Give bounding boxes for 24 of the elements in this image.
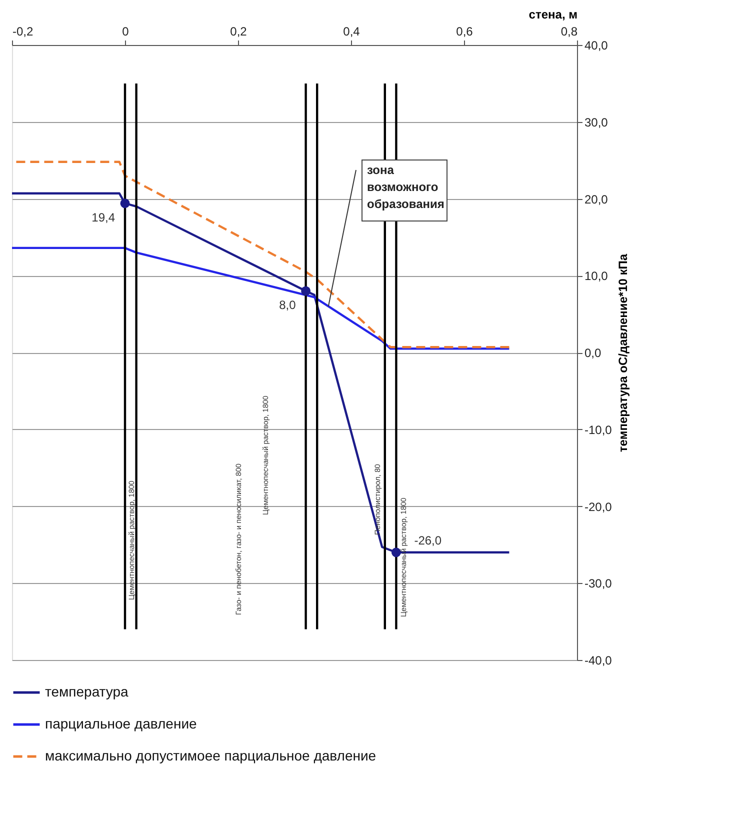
x-axis-title: стена, м bbox=[528, 8, 578, 22]
y-tick-label: 20,0 bbox=[584, 192, 608, 206]
y-tick-label: 30,0 bbox=[584, 115, 608, 130]
x-tick-label: 0 bbox=[122, 24, 130, 38]
data-label: 8,0 bbox=[279, 298, 296, 312]
y-axis-title: температура оС/давление*10 кПа bbox=[616, 254, 630, 452]
legend-label: температура bbox=[45, 684, 128, 700]
y-tick-label: -30,0 bbox=[584, 576, 612, 591]
legend-label: максимально допустимоее парциальное давление bbox=[45, 748, 376, 764]
y-tick-label: 10,0 bbox=[584, 269, 608, 284]
y-tick-label: 40,0 bbox=[584, 38, 608, 52]
y-tick-label: 0,0 bbox=[584, 346, 602, 360]
data-label: 19,4 bbox=[92, 210, 116, 224]
x-tick-label: 0,6 bbox=[456, 24, 474, 38]
y-tick-label: -10,0 bbox=[584, 422, 612, 437]
annotation: зона возможного образования bbox=[367, 163, 444, 211]
y-tick-label: -20,0 bbox=[584, 500, 612, 514]
x-tick-label: 0,8 bbox=[560, 24, 578, 38]
data-label: -26,0 bbox=[414, 533, 442, 548]
legend-label: парциальное давление bbox=[45, 716, 198, 732]
x-tick-label: 0,4 bbox=[343, 24, 360, 38]
x-tick-label: 0,2 bbox=[230, 24, 248, 38]
x-tick-label: -0,2 bbox=[12, 24, 34, 38]
y-tick-label: -40,0 bbox=[584, 654, 612, 668]
